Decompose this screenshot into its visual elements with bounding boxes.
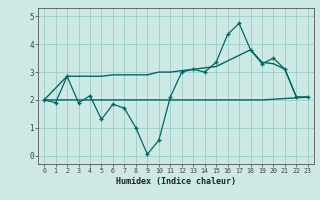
X-axis label: Humidex (Indice chaleur): Humidex (Indice chaleur) (116, 177, 236, 186)
